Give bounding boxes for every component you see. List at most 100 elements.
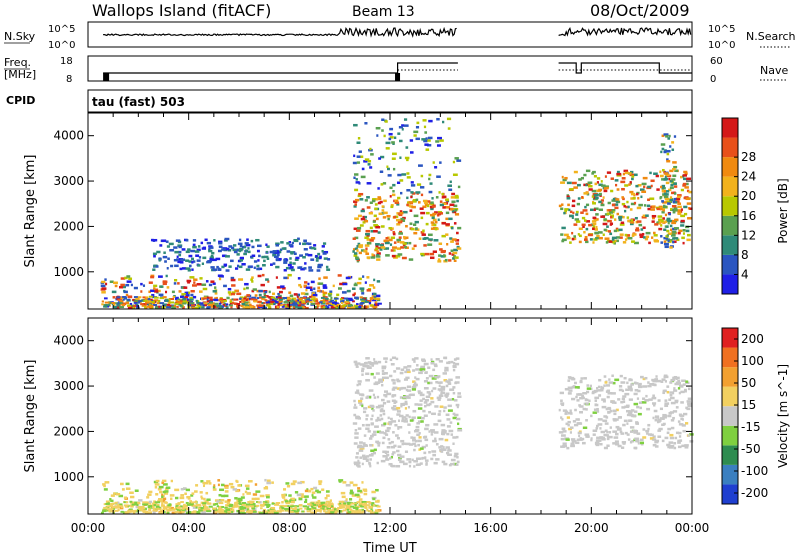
echo-cell (379, 170, 384, 173)
echo-cell (117, 508, 120, 512)
echo-cell (670, 426, 675, 430)
echo-cell (307, 253, 313, 257)
echo-cell (401, 386, 407, 390)
echo-cell (614, 206, 619, 210)
echo-cell (561, 175, 564, 179)
echo-cell (628, 419, 631, 422)
echo-cell (680, 224, 685, 227)
echo-cell (147, 305, 150, 308)
echo-cell (441, 460, 446, 464)
echo-cell (578, 227, 583, 231)
echo-cell (418, 432, 421, 435)
echo-cell (255, 490, 261, 493)
echo-cell (396, 378, 400, 382)
echo-cell (379, 431, 385, 434)
echo-cell (256, 267, 260, 271)
echo-cell (571, 231, 574, 235)
echo-cell (304, 507, 307, 510)
echo-cell (392, 183, 396, 187)
echo-cell (430, 457, 434, 461)
echo-cell (567, 423, 570, 427)
echo-cell (303, 248, 308, 251)
echo-cell (598, 192, 602, 196)
echo-cell (355, 181, 360, 184)
echo-cell (371, 433, 375, 436)
echo-cell (621, 187, 625, 191)
echo-cell (233, 250, 238, 254)
echo-cell (428, 402, 432, 406)
echo-cell (199, 277, 203, 280)
echo-cell (352, 506, 356, 509)
echo-cell (158, 498, 163, 501)
nsky-line (558, 26, 692, 37)
echo-cell (266, 481, 272, 485)
echo-cell (330, 511, 335, 514)
echo-cell (664, 436, 669, 440)
echo-cell (342, 481, 347, 484)
echo-cell (666, 443, 671, 447)
echo-cell (670, 183, 674, 187)
echo-cell (686, 233, 691, 237)
echo-cell (315, 501, 320, 504)
echo-cell (566, 181, 572, 185)
echo-cell (600, 180, 603, 183)
echo-cell (449, 421, 453, 424)
echo-cell (607, 201, 611, 205)
echo-cell (185, 267, 191, 270)
echo-cell (359, 445, 365, 449)
echo-cell (129, 302, 133, 305)
echo-cell (400, 217, 405, 221)
echo-cell (606, 395, 610, 399)
echo-cell (260, 504, 265, 507)
echo-cell (215, 296, 218, 299)
echo-cell (441, 234, 446, 238)
echo-cell (114, 501, 118, 504)
colorbar-tick-label: 16 (741, 209, 756, 223)
echo-cell (444, 430, 447, 433)
echo-cell (383, 211, 388, 215)
echo-cell (177, 510, 180, 513)
echo-cell (370, 372, 374, 376)
echo-cell (406, 370, 411, 374)
echo-cell (125, 501, 129, 504)
echo-cell (661, 186, 665, 189)
echo-cell (361, 481, 364, 484)
echo-cell (392, 382, 396, 385)
echo-cell (673, 237, 679, 240)
echo-cell (387, 438, 391, 441)
echo-cell (669, 393, 673, 397)
echo-cell (425, 423, 430, 427)
echo-cell (267, 509, 270, 512)
echo-cell (190, 494, 194, 497)
echo-cell (132, 306, 135, 309)
echo-cell (377, 187, 380, 190)
echo-cell (185, 250, 190, 254)
echo-cell (663, 133, 669, 136)
echo-cell (315, 489, 319, 493)
echo-cell (420, 420, 424, 423)
echo-cell (594, 231, 599, 235)
echo-cell (253, 260, 258, 263)
echo-cell (682, 184, 686, 187)
echo-cell (438, 394, 444, 397)
echo-cell (407, 365, 412, 368)
echo-cell (368, 361, 373, 365)
echo-cell (359, 447, 365, 450)
echo-cell (269, 298, 273, 301)
echo-cell (365, 372, 370, 376)
echo-cell (564, 209, 568, 212)
echo-cell (371, 490, 376, 494)
echo-cell (448, 378, 453, 382)
echo-cell (678, 431, 682, 435)
echo-cell (561, 203, 564, 206)
echo-cell (678, 435, 682, 438)
echo-cell (432, 453, 437, 457)
echo-cell (408, 393, 411, 397)
echo-cell (104, 278, 107, 281)
echo-cell (433, 239, 439, 242)
echo-cell (196, 301, 201, 304)
echo-cell (133, 286, 138, 290)
echo-cell (104, 282, 108, 286)
echo-cell (621, 196, 625, 199)
echo-cell (629, 208, 633, 211)
